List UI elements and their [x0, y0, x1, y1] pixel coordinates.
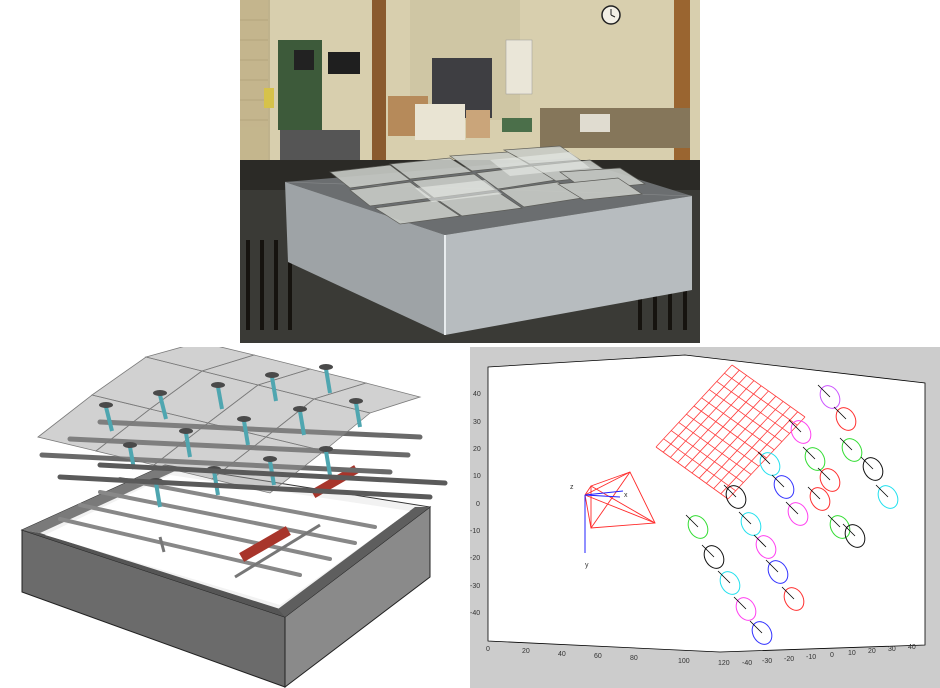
z-tick-20: 20 — [868, 648, 876, 655]
simulation-plot: 40 30 20 10 0 -10 -20 -30 -40 0 20 40 60… — [470, 347, 940, 688]
simulation-plot-canvas: 40 30 20 10 0 -10 -20 -30 -40 0 20 40 60… — [470, 354, 926, 667]
ring-stick — [685, 514, 699, 528]
ring-stick — [807, 486, 821, 500]
mirror-ring — [862, 457, 884, 481]
z-tick-neg10: -10 — [806, 654, 816, 661]
prototype-photo — [240, 0, 700, 343]
ring-stick — [701, 544, 715, 558]
z-tick-neg20: -20 — [784, 656, 794, 663]
mirror-ring — [687, 515, 709, 539]
mirror-ring — [735, 597, 757, 621]
y-tick-neg40: -40 — [470, 610, 480, 617]
y-tick-neg20: -20 — [470, 555, 480, 562]
ring-stick — [757, 451, 771, 465]
mirror-ring — [841, 438, 863, 462]
y-tick-neg30: -30 — [470, 583, 480, 590]
camera-frustum — [584, 471, 656, 529]
y-tick-neg10: -10 — [470, 528, 480, 535]
z-tick-neg40: -40 — [742, 660, 752, 667]
mirror-ring — [809, 487, 831, 511]
y-tick-10: 10 — [473, 473, 481, 480]
plot-x-ticks: 0 20 40 60 80 100 120 — [486, 646, 730, 667]
ring-stick — [781, 586, 795, 600]
mirror-ring — [804, 447, 826, 471]
y-tick-30: 30 — [473, 419, 481, 426]
axis-label-zc: z — [570, 484, 574, 491]
mirror-ring — [773, 475, 795, 499]
grid-line — [698, 395, 777, 479]
ring-stick — [749, 620, 763, 634]
ring-stick — [817, 384, 831, 398]
mirror-ring — [819, 385, 841, 409]
ring-stick — [717, 570, 731, 584]
z-tick-10: 10 — [848, 650, 856, 657]
x-tick-20: 20 — [522, 648, 530, 655]
ring-stick — [827, 514, 841, 528]
ring-stick — [860, 456, 874, 470]
ring-stick — [817, 467, 831, 481]
grid-line — [691, 390, 769, 474]
x-tick-80: 80 — [630, 655, 638, 662]
ring-stick — [802, 446, 816, 460]
z-tick-30: 30 — [888, 646, 896, 653]
ring-stick — [839, 437, 853, 451]
y-tick-20: 20 — [473, 446, 481, 453]
ring-stick — [753, 534, 767, 548]
mirror-ring — [819, 468, 841, 492]
axis-label-xc: x — [624, 492, 628, 499]
prototype-photo-illustration — [240, 0, 700, 343]
mirror-ring — [740, 512, 762, 536]
plot-z-ticks: -40 -30 -20 -10 0 10 20 30 40 — [742, 644, 916, 667]
grid-line — [716, 381, 790, 434]
z-tick-neg30: -30 — [762, 658, 772, 665]
grid-line — [724, 372, 798, 426]
ring-stick — [785, 501, 799, 515]
z-tick-40: 40 — [908, 644, 916, 651]
ring-stick — [738, 511, 752, 525]
x-tick-40: 40 — [558, 651, 566, 658]
mirror-ring — [725, 485, 747, 509]
ring-stick — [875, 484, 889, 498]
mirror-rings — [685, 384, 899, 645]
mirror-ring — [844, 524, 866, 548]
cad-rendering-illustration — [20, 347, 448, 688]
mirror-ring — [877, 485, 899, 509]
mirror-ring — [759, 452, 781, 476]
mirror-ring — [751, 621, 773, 645]
mirror-ring — [703, 545, 725, 569]
x-tick-100: 100 — [678, 658, 690, 665]
ring-stick — [733, 596, 747, 610]
grid-line — [701, 397, 775, 451]
ring-stick — [833, 406, 847, 420]
mirror-ring — [835, 407, 857, 431]
grid-line — [713, 406, 791, 489]
z-tick-0: 0 — [830, 652, 834, 659]
ring-stick — [723, 484, 737, 498]
ring-stick — [771, 474, 785, 488]
camera-axes: z x y — [570, 484, 628, 569]
mirror-ring — [755, 535, 777, 559]
mirror-ring — [783, 587, 805, 611]
mirror-ring — [790, 420, 812, 444]
grid-line — [731, 364, 806, 418]
x-tick-60: 60 — [594, 653, 602, 660]
x-tick-120: 120 — [718, 660, 730, 667]
target-plane-grid — [655, 364, 806, 500]
plot-y-ticks: 40 30 20 10 0 -10 -20 -30 -40 — [470, 391, 481, 617]
ring-stick — [842, 523, 856, 537]
x-tick-0: 0 — [486, 646, 490, 653]
mirror-ring — [767, 560, 789, 584]
y-tick-0: 0 — [476, 501, 480, 508]
cad-rendering — [0, 347, 460, 688]
grid-line — [708, 389, 783, 442]
y-tick-40: 40 — [473, 391, 481, 398]
ring-stick — [765, 559, 779, 573]
mirror-ring — [787, 502, 809, 526]
ring-stick — [788, 419, 802, 433]
grid-line — [706, 401, 784, 484]
axis-label-yc: y — [585, 562, 589, 569]
grid-line — [727, 416, 806, 500]
mirror-ring — [719, 571, 741, 595]
